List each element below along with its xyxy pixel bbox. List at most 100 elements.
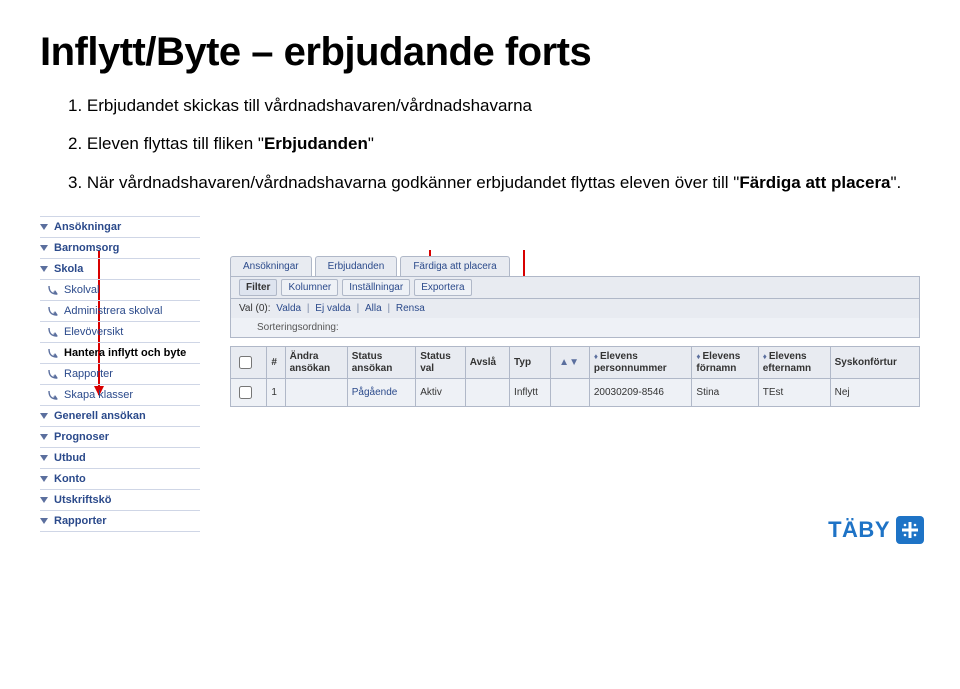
col-header-0[interactable]: [231, 347, 267, 379]
sidebar-item-skola[interactable]: Skola: [40, 258, 200, 279]
data-table: #ÄndraansökanStatusansökanStatusvalAvslå…: [230, 346, 920, 407]
caret-down-icon: [40, 434, 48, 440]
cell-sort: [551, 379, 590, 407]
select-all-checkbox[interactable]: [239, 356, 252, 369]
cell-status-val: Aktiv: [416, 379, 466, 407]
sort-row: Sorteringsordning:: [230, 318, 920, 338]
col-header-1[interactable]: #: [267, 347, 285, 379]
sort-caret-icon[interactable]: ▲▼: [559, 358, 579, 368]
sort-indicator-icon[interactable]: ♦: [594, 353, 598, 361]
sort-indicator-icon[interactable]: ♦: [696, 353, 700, 361]
sidebar-item-hantera-inflytt-och-byte[interactable]: Hantera inflytt och byte: [40, 342, 200, 363]
table-header-row: #ÄndraansökanStatusansökanStatusvalAvslå…: [231, 347, 920, 379]
col-header-8[interactable]: ♦Elevenspersonnummer: [589, 347, 692, 379]
caret-down-icon: [40, 413, 48, 419]
cell-fornamn: Stina: [692, 379, 758, 407]
tab-färdiga-att-placera[interactable]: Färdiga att placera: [400, 256, 509, 276]
sidebar-item-skapa-klasser[interactable]: Skapa klasser: [40, 384, 200, 405]
sidebar-item-prognoser[interactable]: Prognoser: [40, 426, 200, 447]
row-checkbox-cell[interactable]: [231, 379, 267, 407]
cell-andra[interactable]: [285, 379, 347, 407]
selection-link-rensa[interactable]: Rensa: [396, 303, 425, 314]
sidebar-item-utskriftskö[interactable]: Utskriftskö: [40, 489, 200, 510]
col-header-5[interactable]: Avslå: [465, 347, 509, 379]
caret-down-icon: [40, 476, 48, 482]
branch-icon: [48, 348, 58, 358]
sidebar-item-label: Barnomsorg: [54, 242, 119, 254]
tab-erbjudanden[interactable]: Erbjudanden: [315, 256, 398, 276]
col-header-6[interactable]: Typ: [510, 347, 551, 379]
page-title: Inflytt/Byte – erbjudande forts: [40, 30, 920, 75]
sidebar-item-label: Konto: [54, 473, 86, 485]
caret-down-icon: [40, 497, 48, 503]
sidebar-item-label: Skolval: [64, 284, 99, 296]
branch-icon: [48, 327, 58, 337]
col-header-7[interactable]: ▲▼: [551, 347, 590, 379]
instruction-2: 2. Eleven flyttas till fliken "Erbjudand…: [68, 131, 920, 157]
cell-status-ansokan[interactable]: Pågående: [347, 379, 415, 407]
instruction-1: 1. Erbjudandet skickas till vårdnadshava…: [68, 93, 920, 119]
sidebar-item-label: Rapporter: [54, 515, 107, 527]
sort-indicator-icon[interactable]: ♦: [763, 353, 767, 361]
sidebar-item-label: Ansökningar: [54, 221, 121, 233]
cell-num: 1: [267, 379, 285, 407]
col-header-11[interactable]: Syskonförtur: [830, 347, 919, 379]
taby-logo: TÄBY: [828, 516, 924, 544]
branch-icon: [48, 390, 58, 400]
sidebar-item-label: Administrera skolval: [64, 305, 162, 317]
sidebar-item-label: Elevöversikt: [64, 326, 123, 338]
branch-icon: [48, 285, 58, 295]
sidebar-item-skolval[interactable]: Skolval: [40, 279, 200, 300]
toolbar-filter[interactable]: Filter: [239, 279, 277, 296]
sidebar-item-rapporter[interactable]: Rapporter: [40, 363, 200, 384]
sidebar-item-label: Hantera inflytt och byte: [64, 347, 186, 359]
selection-row: Val (0): Valda | Ej valda | Alla | Rensa: [230, 299, 920, 318]
cell-avsla: [465, 379, 509, 407]
row-checkbox[interactable]: [239, 386, 252, 399]
table-row[interactable]: 1 Pågående Aktiv Inflytt 20030209-8546 S…: [231, 379, 920, 407]
col-header-3[interactable]: Statusansökan: [347, 347, 415, 379]
selection-link-alla[interactable]: Alla: [365, 303, 382, 314]
caret-down-icon: [40, 518, 48, 524]
branch-icon: [48, 369, 58, 379]
main-panel: AnsökningarErbjudandenFärdiga att placer…: [230, 256, 920, 532]
selection-link-valda[interactable]: Valda: [276, 303, 301, 314]
sidebar-item-ansökningar[interactable]: Ansökningar: [40, 216, 200, 237]
cell-syskon: Nej: [830, 379, 919, 407]
tab-ansökningar[interactable]: Ansökningar: [230, 256, 312, 276]
col-header-9[interactable]: ♦Elevensförnamn: [692, 347, 758, 379]
caret-down-icon: [40, 224, 48, 230]
cell-typ: Inflytt: [510, 379, 551, 407]
toolbar: FilterKolumnerInställningarExportera: [230, 276, 920, 299]
caret-down-icon: [40, 266, 48, 272]
sidebar-item-konto[interactable]: Konto: [40, 468, 200, 489]
application-area: Ansökningar Barnomsorg Skola Skolval Adminis…: [40, 216, 920, 532]
col-header-4[interactable]: Statusval: [416, 347, 466, 379]
sidebar-item-label: Generell ansökan: [54, 410, 146, 422]
sidebar-item-label: Rapporter: [64, 368, 113, 380]
toolbar-inställningar[interactable]: Inställningar: [342, 279, 410, 296]
sidebar-item-label: Skapa klasser: [64, 389, 133, 401]
selection-link-ej-valda[interactable]: Ej valda: [315, 303, 351, 314]
col-header-2[interactable]: Ändraansökan: [285, 347, 347, 379]
instruction-3: 3. När vårdnadshavaren/vårdnadshavarna g…: [68, 170, 920, 196]
sidebar-item-label: Prognoser: [54, 431, 109, 443]
sidebar-item-administrera-skolval[interactable]: Administrera skolval: [40, 300, 200, 321]
toolbar-kolumner[interactable]: Kolumner: [281, 279, 338, 296]
toolbar-exportera[interactable]: Exportera: [414, 279, 471, 296]
cell-efternamn: TEst: [758, 379, 830, 407]
col-header-10[interactable]: ♦Elevensefternamn: [758, 347, 830, 379]
sidebar-item-utbud[interactable]: Utbud: [40, 447, 200, 468]
caret-down-icon: [40, 245, 48, 251]
sidebar-item-generell-ansökan[interactable]: Generell ansökan: [40, 405, 200, 426]
caret-down-icon: [40, 455, 48, 461]
tab-row: AnsökningarErbjudandenFärdiga att placer…: [230, 256, 920, 276]
instructions-block: 1. Erbjudandet skickas till vårdnadshava…: [68, 93, 920, 196]
sidebar-item-barnomsorg[interactable]: Barnomsorg: [40, 237, 200, 258]
branch-icon: [48, 306, 58, 316]
sidebar-item-rapporter[interactable]: Rapporter: [40, 510, 200, 532]
cell-pnr: 20030209-8546: [589, 379, 692, 407]
sidebar-item-elevöversikt[interactable]: Elevöversikt: [40, 321, 200, 342]
sidebar: Ansökningar Barnomsorg Skola Skolval Adminis…: [40, 216, 200, 532]
logo-badge-icon: [896, 516, 924, 544]
